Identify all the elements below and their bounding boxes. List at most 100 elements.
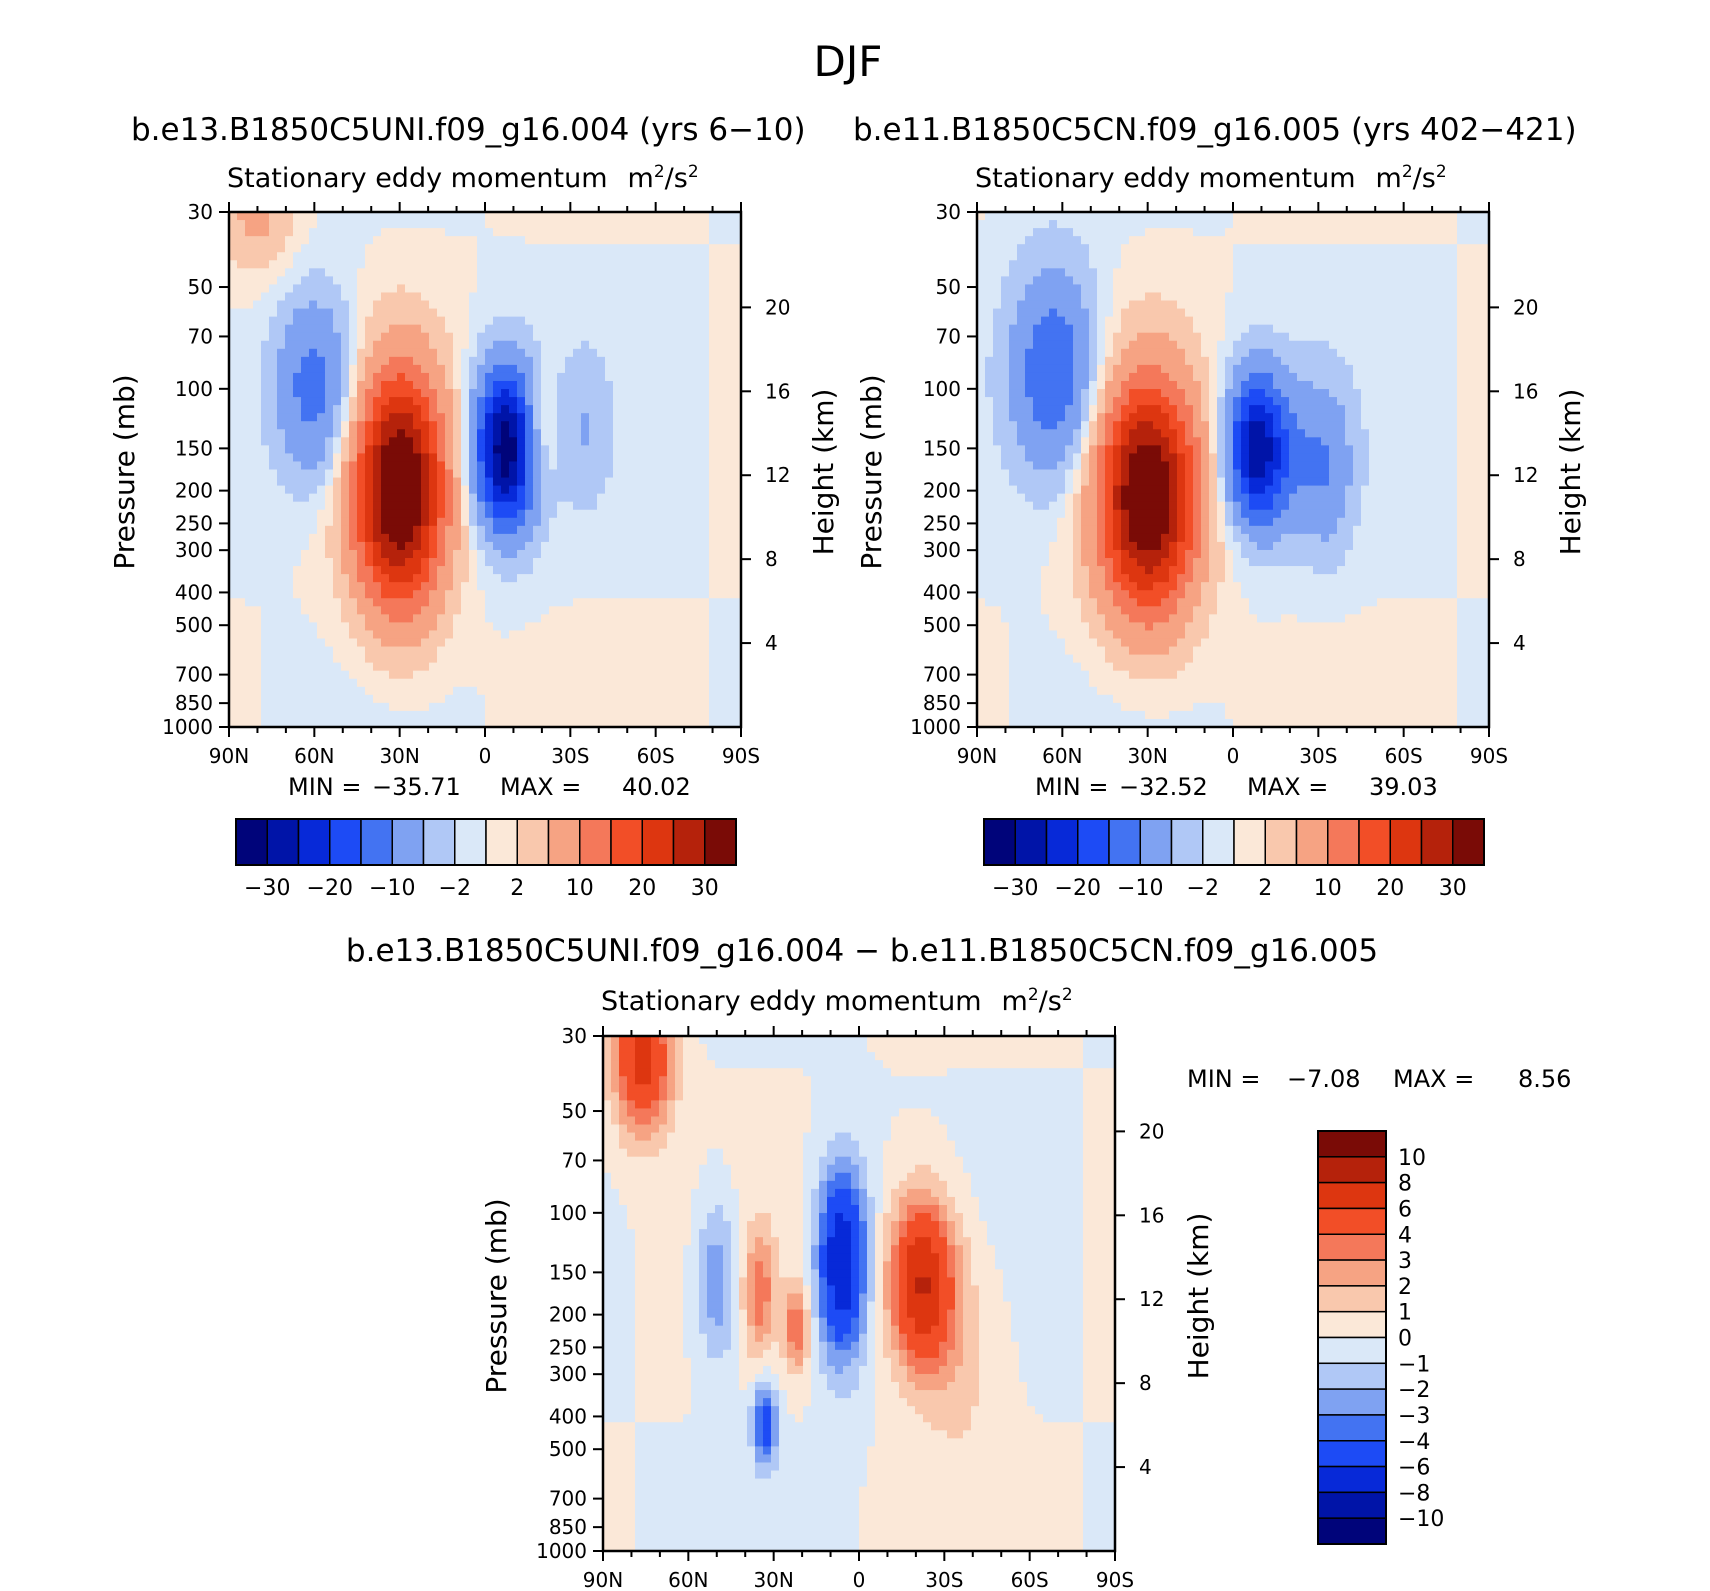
contour-cell: [493, 566, 502, 575]
contour-cell: [397, 710, 406, 720]
contour-cell: [341, 485, 350, 495]
contour-cell: [365, 541, 374, 551]
contour-cell: [565, 372, 574, 382]
contour-cell: [285, 622, 294, 632]
contour-cell: [597, 244, 606, 253]
contour-cell: [325, 316, 334, 326]
contour-cell: [597, 332, 606, 342]
contour-cell: [437, 461, 446, 471]
contour-cell: [349, 598, 358, 607]
contour-cell: [381, 284, 390, 294]
contour-cell: [437, 638, 446, 648]
contour-cell: [1057, 212, 1066, 221]
contour-cell: [685, 686, 694, 696]
contour-cell: [509, 710, 518, 720]
contour-cell: [501, 421, 510, 430]
contour-cell: [445, 662, 454, 672]
contour-cell: [1017, 646, 1026, 656]
contour-cell: [701, 566, 710, 575]
contour-cell: [1017, 324, 1026, 334]
contour-cell: [517, 549, 526, 559]
contour-cell: [349, 558, 358, 567]
contour-cell: [229, 324, 238, 334]
contour-cell: [701, 364, 710, 374]
contour-cell: [1009, 501, 1018, 511]
contour-cell: [445, 678, 454, 688]
contour-cell: [605, 413, 614, 422]
contour-cell: [389, 461, 398, 471]
contour-cell: [381, 710, 390, 720]
contour-cell: [1049, 260, 1058, 269]
contour-cell: [1041, 284, 1050, 294]
contour-cell: [261, 380, 270, 390]
contour-cell: [421, 630, 430, 640]
contour-cell: [501, 694, 510, 704]
contour-cell: [733, 212, 742, 221]
contour-cell: [269, 606, 278, 615]
contour-cell: [637, 654, 646, 664]
contour-cell: [485, 501, 494, 511]
contour-cell: [1025, 654, 1034, 664]
contour-cell: [405, 461, 414, 471]
contour-cell: [373, 268, 382, 277]
contour-cell: [977, 662, 986, 672]
contour-cell: [501, 558, 510, 567]
contour-cell: [725, 284, 734, 294]
contour-cell: [381, 670, 390, 680]
contour-cell: [253, 437, 262, 446]
contour-cell: [1049, 437, 1058, 446]
contour-cell: [1025, 372, 1034, 382]
contour-cell: [1017, 558, 1026, 567]
contour-cell: [1001, 501, 1010, 511]
contour-cell: [589, 380, 598, 390]
contour-cell: [509, 501, 518, 511]
contour-cell: [565, 598, 574, 607]
contour-cell: [253, 606, 262, 615]
contour-cell: [557, 558, 566, 567]
contour-cell: [365, 389, 374, 398]
contour-cell: [661, 348, 670, 358]
contour-cell: [573, 348, 582, 358]
contour-cell: [373, 260, 382, 269]
contour-cell: [269, 260, 278, 269]
contour-cell: [629, 445, 638, 455]
contour-cell: [573, 252, 582, 261]
contour-cell: [685, 670, 694, 680]
contour-cell: [1009, 654, 1018, 664]
contour-cell: [517, 694, 526, 704]
contour-cell: [453, 461, 462, 471]
contour-cell: [1041, 549, 1050, 559]
contour-cell: [317, 308, 326, 318]
contour-cell: [1025, 340, 1034, 350]
contour-cell: [325, 332, 334, 342]
contour-cell: [549, 252, 558, 261]
contour-cell: [253, 340, 262, 350]
contour-cell: [581, 220, 590, 229]
y-tick-label: 1000: [162, 715, 213, 739]
contour-cell: [581, 590, 590, 599]
contour-cell: [301, 332, 310, 342]
contour-cell: [669, 686, 678, 696]
contour-cell: [437, 364, 446, 374]
contour-cell: [445, 429, 454, 438]
contour-cell: [421, 340, 430, 350]
contour-cell: [1033, 421, 1042, 430]
contour-cell: [993, 485, 1002, 495]
contour-cell: [637, 622, 646, 632]
contour-cell: [709, 702, 718, 712]
contour-cell: [461, 622, 470, 632]
contour-cell: [717, 421, 726, 430]
contour-cell: [977, 694, 986, 704]
contour-cell: [421, 348, 430, 358]
contour-cell: [349, 292, 358, 302]
contour-cell: [549, 292, 558, 302]
contour-cell: [1001, 364, 1010, 374]
contour-cell: [405, 405, 414, 414]
contour-cell: [397, 517, 406, 527]
contour-cell: [277, 598, 286, 607]
contour-cell: [485, 582, 494, 591]
contour-cell: [381, 654, 390, 664]
contour-cell: [421, 469, 430, 479]
contour-cell: [669, 558, 678, 567]
contour-cell: [269, 469, 278, 479]
